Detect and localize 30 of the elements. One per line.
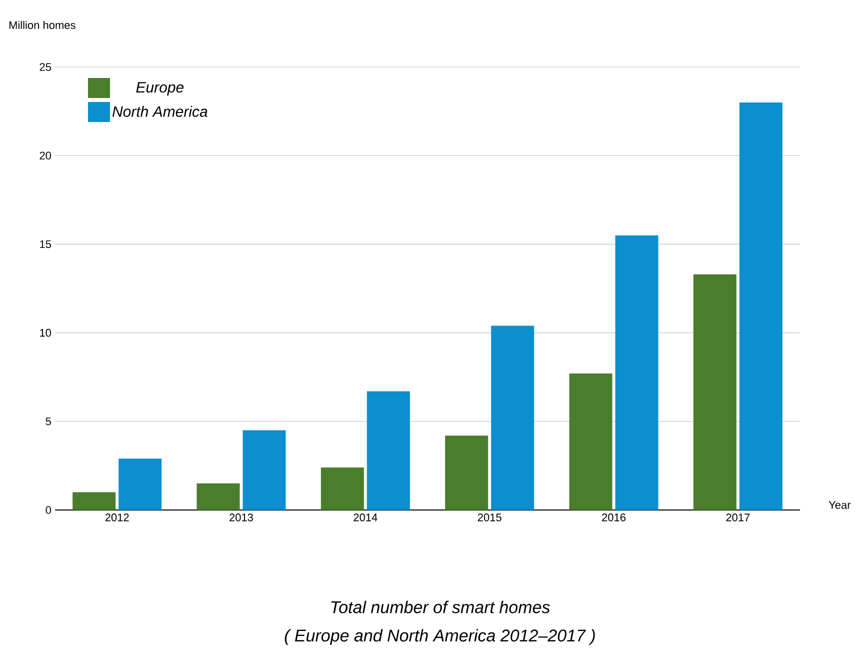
bar [569, 374, 612, 510]
y-axis-title: Million homes [9, 20, 76, 30]
legend-label: Europe [136, 82, 184, 96]
text: Total number of smart homes [331, 600, 550, 614]
bar [739, 102, 782, 510]
bar [72, 492, 116, 510]
legend-label: North America [112, 106, 208, 117]
y-tick-label: 5 [46, 418, 51, 426]
y-tick-label: 15 [40, 240, 51, 248]
bar [491, 326, 534, 510]
y-tick-label: 10 [40, 328, 52, 337]
bar [242, 430, 286, 510]
bar [320, 467, 364, 510]
bar [196, 483, 240, 510]
bar [693, 274, 736, 510]
x-tick-label: 2015 [478, 514, 502, 522]
x-tick-label: 2012 [105, 514, 129, 522]
x-tick-label: 2017 [726, 514, 750, 522]
x-tick-label: 2013 [230, 514, 253, 522]
bar [366, 391, 410, 510]
y-tick-label: 25 [40, 63, 51, 71]
bar [615, 235, 658, 510]
y-tick-label: 0 [46, 506, 52, 514]
x-tick-label: 2016 [602, 514, 626, 522]
y-tick-label: 20 [40, 152, 52, 160]
x-tick-label: 2014 [354, 514, 378, 522]
bar [445, 436, 488, 510]
text: ( Europe and North America 2012–2017 ) [284, 629, 595, 645]
bar [118, 458, 162, 510]
x-axis-title: Year [828, 501, 851, 509]
